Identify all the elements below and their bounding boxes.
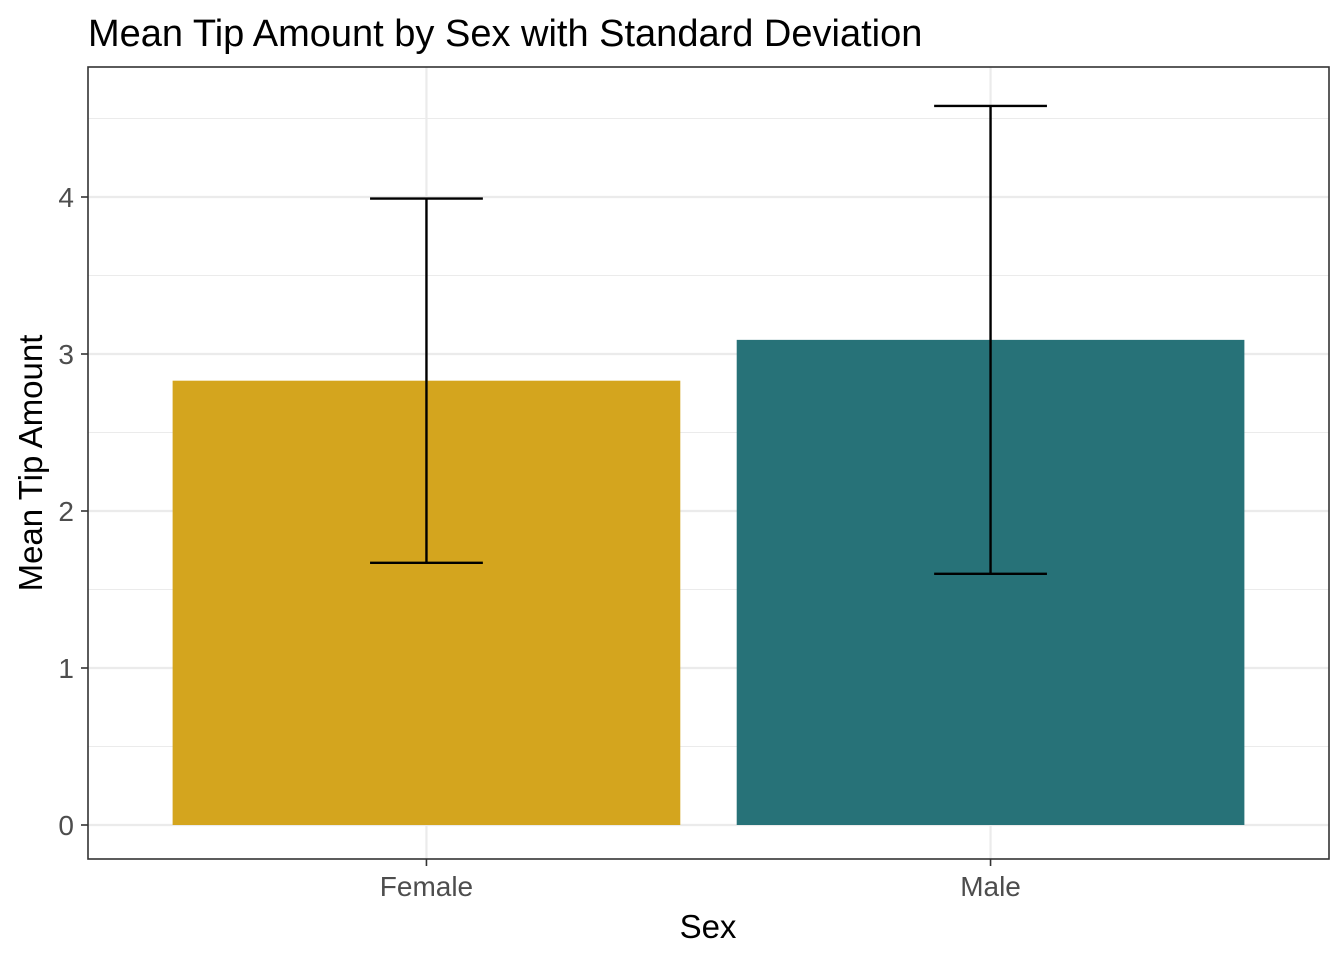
x-axis-title: Sex xyxy=(680,908,737,945)
chart-title: Mean Tip Amount by Sex with Standard Dev… xyxy=(88,13,922,55)
x-tick-label-male: Male xyxy=(960,871,1021,902)
y-tick-label: 3 xyxy=(58,339,74,370)
y-tick-label: 0 xyxy=(58,810,74,841)
error-bar-male xyxy=(934,104,1047,575)
plot-panel-border xyxy=(87,66,1330,860)
error-bar-female xyxy=(370,197,483,565)
axes: 0 1 2 3 4 Female Male xyxy=(58,182,1020,902)
x-tick-label-female: Female xyxy=(380,871,473,902)
y-tick-label: 4 xyxy=(58,182,74,213)
bars xyxy=(172,339,1245,825)
y-tick-label: 1 xyxy=(58,653,74,684)
y-axis-title: Mean Tip Amount xyxy=(12,335,49,592)
error-bars xyxy=(370,104,1047,575)
y-tick-label: 2 xyxy=(58,496,74,527)
